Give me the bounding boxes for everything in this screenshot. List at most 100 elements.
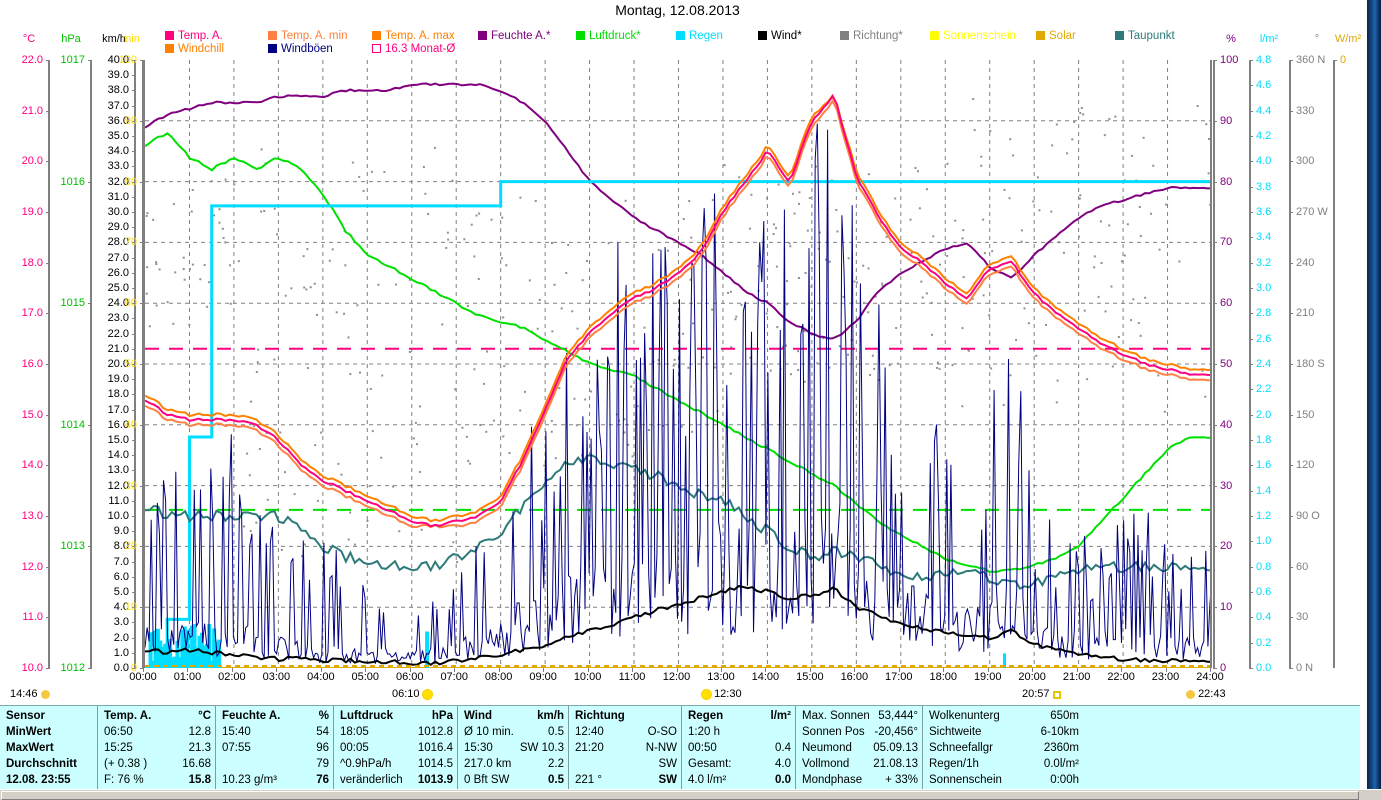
axis-tick-temperature: 19.0	[21, 206, 43, 218]
axis-tick-direction: 270 W	[1296, 206, 1328, 218]
axis-tick-rain: 2.0	[1256, 408, 1272, 421]
table-row: 217.0 km 2.2	[464, 756, 564, 772]
legend-label: Temp. A. max	[385, 30, 455, 42]
table-cell-key: MinWert	[6, 726, 52, 738]
astro-marker-culmination: 12:30	[702, 687, 742, 701]
legend-label: Windböen	[281, 43, 333, 55]
axis-tick-rain: 1.8	[1256, 434, 1272, 446]
table-cell-value: N-NW	[645, 742, 677, 754]
table-cell-value: 54	[316, 726, 329, 738]
table-cell-value: 16.68	[182, 758, 211, 770]
table-row: Vollmond 21.08.13	[802, 756, 918, 772]
table-row: Mondphase + 33%	[802, 772, 918, 788]
legend-item-windb-en[interactable]: Windböen	[268, 43, 333, 55]
axis-tick-direction: 240	[1296, 256, 1315, 269]
axis-tickmark-rain	[1249, 212, 1253, 213]
table-cell-key: Sonnen Pos	[802, 726, 865, 738]
legend-item-luftdruck[interactable]: Luftdruck*	[576, 30, 641, 42]
axis-tick-wind-speed: 22.0	[107, 327, 129, 340]
x-tickmark	[676, 668, 678, 672]
axis-tick-wind-speed: 3.0	[113, 616, 129, 629]
axis-tickmark-pressure	[88, 60, 92, 61]
legend-item-feuchte-a[interactable]: Feuchte A.*	[478, 30, 550, 42]
axis-tickmark-sunshine	[140, 60, 144, 61]
axis-tickmark-wind-speed	[132, 546, 136, 548]
legend-item-taupunkt[interactable]: Taupunkt	[1115, 30, 1175, 42]
legend-label: Solar	[1049, 30, 1076, 42]
axis-unit-humidity: %	[1226, 33, 1236, 45]
series-windboen	[145, 123, 1210, 665]
axis-tickmark-wind-speed	[132, 622, 136, 624]
legend-label: Sonnenschein	[943, 30, 1016, 42]
axis-tick-direction: 150	[1296, 408, 1315, 421]
legend-swatch-icon	[840, 31, 849, 40]
table-cell-value: l/m²	[770, 710, 791, 722]
legend-item-temp-a[interactable]: Temp. A.	[165, 30, 223, 42]
table-row: MaxWert	[6, 740, 93, 756]
axis-tickmark-wind-speed	[132, 637, 136, 639]
table-cell-value: O-SO	[647, 726, 677, 738]
legend-item-16-3-monat[interactable]: 16.3 Monat-Ø	[372, 43, 455, 55]
legend-item-sonnenschein[interactable]: Sonnenschein	[930, 30, 1016, 42]
axis-tick-rain: 3.0	[1256, 282, 1272, 294]
table-column-humidity: Feuchte A.% 15:40 54 07:55 96 79 10.23 g/m³ 76	[216, 706, 334, 789]
axis-tick-wind-speed: 40.0	[107, 54, 129, 66]
axis-tick-direction: 0 N	[1296, 662, 1314, 674]
axis-tickmark-wind-speed	[132, 348, 136, 350]
axis-tickmark-rain	[1249, 414, 1253, 416]
table-row: Temp. A. °C	[104, 708, 211, 724]
x-tickmark	[1076, 668, 1078, 672]
axis-tick-wind-speed: 33.0	[107, 160, 129, 173]
legend-item-temp-a-min[interactable]: Temp. A. min	[268, 30, 347, 42]
axis-tick-wind-speed: 6.0	[113, 570, 129, 583]
legend-item-wind[interactable]: Wind*	[758, 30, 802, 42]
table-cell-value: 79	[316, 758, 329, 770]
window-edge-divider	[1366, 0, 1367, 794]
axis-tick-rain: 2.6	[1256, 332, 1272, 345]
axis-tickmark-wind-speed	[132, 227, 136, 229]
x-tickmark	[143, 668, 144, 672]
table-cell-key: 0 Bft SW	[464, 774, 510, 786]
axis-tick-direction: 330	[1296, 104, 1315, 117]
table-column-rain: Regen l/m² 1:20 h 00:50 0.4 Gesamt: 4.0 4.0 l/m…	[682, 706, 796, 789]
axis-tickmark-rain	[1249, 440, 1253, 441]
axis-tickmark-wind-speed	[132, 242, 136, 244]
axis-tick-rain: 0.8	[1256, 560, 1272, 573]
table-cell-key: MaxWert	[6, 742, 54, 754]
x-axis-label: 01:00	[173, 671, 202, 683]
table-row: ^0.9hPa/h 1014.5	[340, 756, 453, 772]
axis-tickmark-wind-speed	[132, 181, 136, 183]
legend-item-temp-a-max[interactable]: Temp. A. max	[372, 30, 455, 42]
axis-tick-wind-speed: 27.0	[107, 251, 129, 264]
axis-tickmark-wind-speed	[132, 576, 136, 578]
axis-tickmark-temperature	[46, 668, 50, 669]
astro-marker-time: 14:46	[10, 688, 38, 700]
table-row: 00:05 1016.4	[340, 740, 453, 756]
legend-item-richtung[interactable]: Richtung*	[840, 30, 903, 42]
x-axis-label: 05:00	[351, 671, 380, 683]
axis-tickmark-direction	[1289, 60, 1293, 61]
table-cell-key: Schneefallgr	[929, 742, 993, 754]
axis-tickmark-wind-speed	[132, 272, 136, 274]
series-feuchte-a	[145, 82, 1210, 340]
axis-tickmark-solar	[1333, 60, 1337, 61]
scrollbar-thumb[interactable]	[1, 791, 1359, 800]
table-cell-value: 0.0	[775, 774, 791, 786]
legend-item-windchill[interactable]: Windchill	[165, 43, 224, 55]
axis-tickmark-wind-speed	[132, 196, 136, 198]
axis-tickmark-wind-speed	[132, 561, 136, 563]
table-cell-key: 12.08. 23:55	[6, 774, 71, 786]
horizontal-scrollbar[interactable]	[0, 789, 1381, 800]
table-cell-value: + 33%	[885, 774, 918, 786]
table-cell-key: Neumond	[802, 742, 852, 754]
axis-pressure: hPa 1017 1016 1015 1014 1013 1012	[50, 33, 92, 674]
axis-line-pressure	[90, 60, 92, 668]
table-cell-key: Durchschnitt	[6, 758, 77, 770]
x-axis-label: 04:00	[307, 671, 335, 683]
table-cell-value: 96	[316, 742, 329, 754]
legend-item-regen[interactable]: Regen	[676, 30, 723, 42]
legend-item-solar[interactable]: Solar	[1036, 30, 1076, 42]
x-tickmark	[632, 668, 634, 672]
axis-tick-sunshine: 0	[130, 662, 137, 674]
axis-tick-wind-speed: 7.0	[113, 555, 129, 568]
